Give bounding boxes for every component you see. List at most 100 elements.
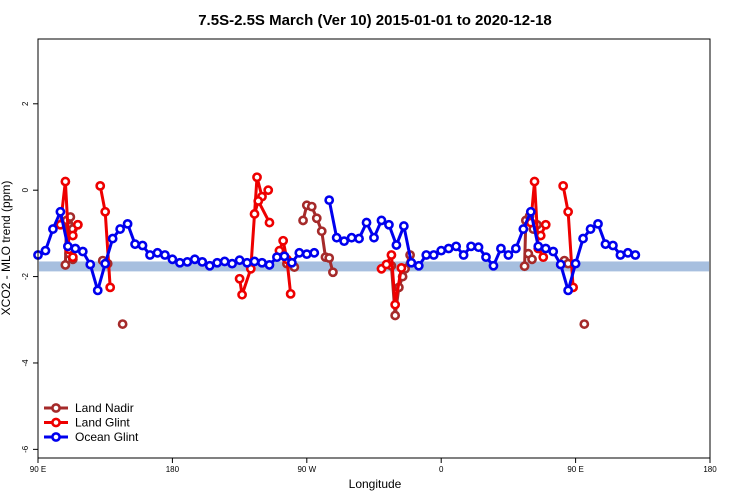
data-point-ocean-glint: [608, 240, 618, 251]
data-point-ocean-glint: [331, 232, 342, 243]
data-point-land-glint: [563, 206, 574, 217]
data-point-ocean-glint: [436, 245, 447, 256]
data-point-ocean-glint: [518, 224, 529, 234]
y-tick-label: -2: [21, 272, 30, 280]
data-point-ocean-glint: [100, 258, 111, 269]
data-point-ocean-glint: [384, 219, 394, 230]
data-point-ocean-glint: [443, 243, 454, 254]
data-point-land-nadir: [527, 254, 537, 265]
data-point-ocean-glint: [257, 257, 267, 268]
data-point-ocean-glint: [354, 233, 364, 244]
x-tick-label: 0: [439, 465, 444, 474]
data-point-land-glint: [529, 176, 540, 187]
data-point-ocean-glint: [242, 257, 252, 268]
data-point-ocean-glint: [555, 259, 566, 270]
data-point-ocean-glint: [466, 241, 476, 252]
data-point-land-glint: [396, 263, 407, 273]
legend-item-ocean-glint: Ocean Glint: [44, 430, 139, 444]
data-point-ocean-glint: [301, 249, 312, 260]
data-point-ocean-glint: [264, 260, 275, 270]
data-point-land-glint: [100, 206, 111, 217]
data-point-land-glint: [95, 180, 106, 191]
data-point-ocean-glint: [339, 236, 350, 247]
y-tick-label: -6: [21, 445, 30, 453]
data-point-ocean-glint: [212, 257, 223, 268]
data-point-ocean-glint: [324, 195, 335, 206]
data-point-ocean-glint: [189, 254, 200, 265]
series-line-land-glint: [529, 180, 545, 258]
data-point-ocean-glint: [413, 260, 424, 271]
series-line-land-glint: [561, 185, 575, 288]
data-point-ocean-glint: [481, 252, 491, 263]
data-point-ocean-glint: [70, 243, 81, 254]
data-point-ocean-glint: [286, 257, 297, 268]
data-point-ocean-glint: [272, 252, 282, 263]
data-point-ocean-glint: [615, 250, 626, 260]
data-point-ocean-glint: [578, 233, 588, 244]
data-point-land-nadir: [60, 260, 71, 270]
data-point-ocean-glint: [496, 243, 506, 254]
legend-label: Land Nadir: [75, 401, 134, 415]
legend-swatch-marker: [51, 417, 61, 428]
data-point-ocean-glint: [92, 285, 103, 296]
data-point-land-glint: [263, 185, 274, 196]
y-axis-label: XCO2 - MLO trend (ppm): [0, 181, 13, 316]
y-tick-label: 2: [21, 101, 30, 106]
data-point-ocean-glint: [122, 218, 133, 229]
data-point-land-glint: [278, 235, 289, 246]
data-point-land-glint: [253, 196, 264, 206]
data-point-ocean-glint: [77, 246, 88, 257]
data-point-ocean-glint: [600, 239, 611, 250]
data-point-ocean-glint: [540, 243, 551, 254]
reference-band-layer: [39, 261, 709, 272]
data-point-land-glint: [540, 219, 551, 230]
data-point-land-glint: [249, 209, 260, 219]
x-tick-label: 90 E: [567, 465, 583, 474]
data-point-ocean-glint: [398, 221, 409, 231]
x-tick-label: 90 W: [297, 465, 316, 474]
data-point-ocean-glint: [309, 247, 320, 258]
series-layer: [33, 172, 641, 329]
data-point-ocean-glint: [40, 245, 51, 256]
series-ocean-glint: [33, 195, 641, 296]
data-point-land-nadir: [306, 201, 317, 212]
data-point-ocean-glint: [361, 217, 372, 228]
data-point-land-nadir: [579, 319, 590, 329]
data-point-ocean-glint: [346, 232, 357, 243]
legend-label: Land Glint: [75, 416, 130, 430]
data-point-ocean-glint: [197, 256, 208, 267]
data-point-land-glint: [558, 180, 569, 191]
data-point-ocean-glint: [160, 250, 170, 260]
legend-swatch-marker: [51, 403, 61, 413]
data-point-ocean-glint: [107, 233, 118, 244]
data-point-ocean-glint: [182, 256, 193, 267]
data-point-ocean-glint: [376, 215, 387, 226]
data-point-ocean-glint: [219, 256, 230, 267]
data-point-land-nadir: [328, 267, 338, 278]
data-point-ocean-glint: [533, 241, 544, 252]
data-point-land-nadir: [316, 226, 327, 237]
plot-frame: [37, 38, 711, 459]
data-point-ocean-glint: [227, 258, 238, 269]
data-point-land-nadir: [390, 310, 401, 321]
x-tick-label: 90 E: [30, 465, 46, 474]
data-point-land-nadir: [311, 213, 322, 224]
data-point-ocean-glint: [510, 243, 521, 254]
data-point-land-glint: [264, 217, 275, 228]
data-point-land-glint: [67, 252, 78, 263]
series-line-land-glint: [278, 239, 293, 295]
data-point-ocean-glint: [428, 250, 439, 260]
data-point-ocean-glint: [391, 240, 402, 250]
data-point-ocean-glint: [525, 206, 536, 217]
data-point-land-glint: [390, 299, 401, 310]
data-point-ocean-glint: [279, 251, 290, 262]
data-point-ocean-glint: [406, 257, 417, 268]
data-point-ocean-glint: [585, 224, 596, 234]
reference-band: [39, 261, 709, 272]
data-point-land-nadir: [117, 319, 128, 329]
x-tick-label: 180: [703, 465, 717, 474]
data-point-ocean-glint: [137, 240, 148, 251]
data-point-land-glint: [535, 230, 546, 241]
